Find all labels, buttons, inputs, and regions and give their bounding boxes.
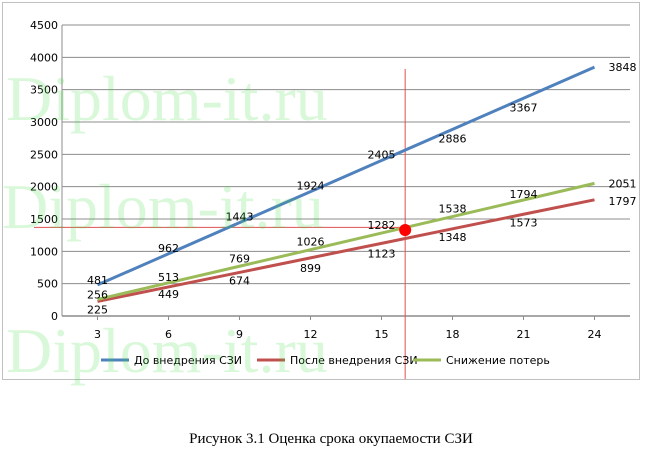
figure-caption: Рисунок 3.1 Оценка срока окупаемости СЗИ — [189, 431, 473, 447]
series-line-0 — [96, 65, 596, 287]
data-label-1-0: 225 — [87, 303, 108, 316]
x-tick-18: 18 — [446, 328, 460, 341]
series-lines — [96, 65, 596, 303]
data-label-2-7: 2051 — [609, 177, 637, 190]
y-tick-3000: 3000 — [30, 116, 58, 129]
legend-label-0: До внедрения СЗИ — [134, 354, 242, 367]
data-label-2-5: 1538 — [439, 203, 467, 216]
breakeven-point — [399, 223, 412, 236]
data-label-0-1: 962 — [158, 242, 179, 255]
data-label-0-0: 481 — [87, 274, 108, 287]
legend-label-2: Снижение потерь — [446, 354, 550, 367]
x-tick-15: 15 — [375, 328, 389, 341]
data-label-0-3: 1924 — [297, 180, 325, 193]
x-tick-labels: 3 6 9 12 15 18 21 24 — [94, 328, 602, 341]
grid-lines — [62, 24, 630, 285]
series-line-1 — [97, 198, 595, 303]
data-label-2-6: 1794 — [510, 188, 538, 201]
legend-label-1: После внедрения СЗИ — [290, 354, 418, 367]
series-line-2 — [97, 181, 595, 301]
data-label-0-2: 1443 — [226, 211, 254, 224]
data-label-2-0: 256 — [87, 288, 108, 301]
data-label-0-5: 2886 — [439, 132, 467, 145]
y-tick-3500: 3500 — [30, 84, 58, 97]
data-label-0-4: 2405 — [368, 148, 396, 161]
y-tick-4000: 4000 — [30, 51, 58, 64]
x-tick-24: 24 — [588, 328, 602, 341]
data-label-1-1: 449 — [158, 288, 179, 301]
data-label-2-1: 513 — [158, 271, 179, 284]
data-label-1-5: 1348 — [439, 231, 467, 244]
y-tick-0: 0 — [51, 310, 58, 323]
x-tick-9: 9 — [236, 328, 243, 341]
chart-frame: 0 500 1000 1500 2000 2500 3000 3500 4000 4500 3 6 9… — [2, 2, 640, 380]
data-label-1-2: 674 — [229, 274, 250, 287]
x-tick-3: 3 — [94, 328, 101, 341]
y-tick-labels: 0 500 1000 1500 2000 2500 3000 3500 4000 4500 — [30, 19, 58, 323]
data-label-1-3: 899 — [300, 262, 321, 275]
breakeven-marker — [399, 223, 412, 236]
data-label-2-4: 1282 — [368, 219, 396, 232]
data-label-1-4: 1123 — [368, 247, 396, 260]
y-tick-1000: 1000 — [30, 245, 58, 258]
data-labels: 481 962 1443 1924 2405 2886 3367 3848 225 449 674 8… — [87, 61, 637, 316]
x-tick-12: 12 — [304, 328, 318, 341]
y-tick-4500: 4500 — [30, 19, 58, 32]
data-label-2-3: 1026 — [297, 236, 325, 249]
payback-chart: 0 500 1000 1500 2000 2500 3000 3500 4000 4500 3 6 9… — [30, 19, 637, 379]
data-label-0-6: 3367 — [510, 101, 538, 114]
x-tick-6: 6 — [165, 328, 172, 341]
y-tick-500: 500 — [37, 278, 58, 291]
data-label-0-7: 3848 — [609, 61, 637, 74]
y-tick-2000: 2000 — [30, 181, 58, 194]
data-label-1-7: 1797 — [609, 195, 637, 208]
reference-lines — [34, 69, 406, 379]
data-label-2-2: 769 — [229, 252, 250, 265]
y-tick-1500: 1500 — [30, 213, 58, 226]
axes — [61, 25, 630, 320]
y-tick-2500: 2500 — [30, 148, 58, 161]
data-label-1-6: 1573 — [510, 216, 538, 229]
x-tick-21: 21 — [517, 328, 531, 341]
legend: До внедрения СЗИ После внедрения СЗИ Сниже… — [101, 354, 550, 367]
